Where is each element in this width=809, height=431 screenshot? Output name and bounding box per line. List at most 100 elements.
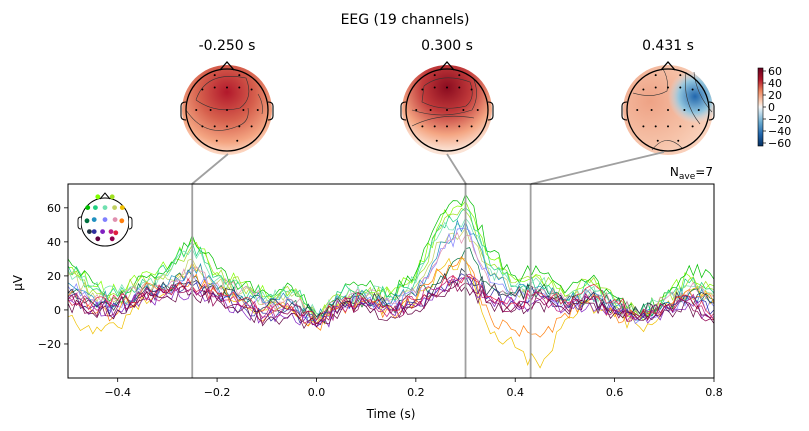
topomap-3: 0.431 s (623, 38, 713, 155)
trace-f7 (68, 193, 714, 321)
legend-sensor-p4 (108, 229, 114, 235)
trace-o2 (68, 279, 714, 326)
sensor-dot (636, 109, 639, 111)
sensor-dot (667, 86, 669, 89)
butterfly-plot: −0.4 −0.2 0.0 0.2 0.4 0.6 0.8 60 40 20 0 −20 Time … (11, 183, 723, 421)
legend-sensor-f8 (119, 205, 125, 211)
sensor-dot (215, 139, 218, 142)
y-axis-label: µV (11, 274, 25, 291)
sensor-dot (236, 139, 239, 142)
legend-left-ear-icon (77, 216, 82, 230)
right-ear-icon (267, 101, 274, 121)
sensor-dot (642, 88, 645, 91)
y-tick-label: 0 (54, 304, 61, 317)
legend-sensor-c3 (91, 217, 97, 223)
sensor-dot (458, 74, 461, 77)
legend-sensor-o2 (109, 236, 115, 242)
topomap-2: 0.300 s (402, 38, 492, 155)
contour-line (411, 79, 477, 116)
sensor-dot (691, 88, 694, 91)
sensor-dot (256, 109, 259, 111)
sensor-dot (654, 86, 657, 89)
legend-sensor-pz (100, 229, 105, 235)
legend-sensor-f3 (93, 205, 98, 211)
sensor-dot (476, 109, 479, 111)
sensor-dot (462, 109, 465, 111)
colorbar-tick-label: −20 (768, 113, 791, 126)
topomap-1: -0.250 s (182, 38, 272, 155)
head-circle (626, 68, 710, 152)
sensor-dot (679, 86, 682, 89)
sensor-dot (433, 86, 436, 89)
sensor-dot (456, 139, 459, 142)
sensor-dot (195, 109, 198, 111)
colorbar-tick-label: 20 (768, 89, 782, 102)
colorbar-tick-label: −40 (768, 125, 791, 138)
legend-sensor-t3 (84, 218, 90, 224)
legend-sensor-p3 (91, 229, 97, 235)
sensor-dot (201, 125, 204, 128)
x-tick-label: 0.8 (705, 386, 723, 399)
y-tick-label: 20 (47, 270, 61, 283)
topomap-time-label: 0.431 s (642, 38, 694, 54)
head-circle (405, 68, 489, 152)
legend-sensor-cz (102, 217, 108, 223)
trace-fz (68, 217, 714, 319)
right-ear-icon (487, 101, 494, 121)
x-tick-label: 0.0 (308, 386, 326, 399)
legend-sensor-f7 (85, 205, 91, 211)
x-tick-label: −0.2 (204, 386, 231, 399)
legend-sensor-o1 (95, 236, 101, 242)
sensor-dot (435, 139, 438, 142)
sensor-dot (458, 86, 461, 89)
head-outline (621, 61, 715, 152)
figure-title: EEG (19 channels) (341, 12, 470, 28)
left-ear-icon (180, 101, 187, 121)
contour-line (632, 68, 668, 96)
legend-sensor-c4 (112, 217, 118, 223)
sensor-dot (667, 125, 669, 128)
contour-line (185, 107, 249, 131)
sensor-dot (433, 74, 436, 77)
sensor-dot (650, 109, 653, 111)
head-circle (185, 68, 269, 152)
sensor-dot (415, 109, 418, 111)
sensor-dot (691, 125, 694, 128)
legend-sensor-fp2 (109, 194, 115, 200)
head-outline (180, 61, 274, 152)
legend-sensor-f4 (112, 205, 117, 211)
contour-line (421, 77, 473, 109)
x-tick-label: 0.6 (606, 386, 624, 399)
x-tick-label: 0.4 (506, 386, 524, 399)
x-axis-label: Time (s) (366, 407, 416, 421)
nave-annotation: Nave=7 (670, 165, 713, 182)
sensor-dot (226, 125, 228, 128)
sensor-dot (238, 74, 241, 77)
sensor-dot (446, 125, 448, 128)
contour-line (195, 76, 250, 111)
sensor-dot (213, 74, 216, 77)
nose-icon (219, 61, 235, 71)
trace-p4 (68, 273, 714, 324)
sensor-dot (677, 139, 680, 142)
nose-icon (660, 61, 676, 71)
legend-right-ear-icon (128, 216, 133, 230)
x-tick-label: −0.4 (104, 386, 131, 399)
sensor-dot (238, 86, 241, 89)
y-tick-label: −20 (38, 338, 61, 351)
sensor-dot (209, 109, 212, 111)
sensor-dot (213, 86, 216, 89)
connector-line-3 (530, 151, 665, 185)
sensor-dot (679, 125, 682, 128)
trace-f4 (68, 227, 714, 319)
left-ear-icon (400, 101, 407, 121)
right-ear-icon (708, 101, 715, 121)
x-tick-label: 0.2 (407, 386, 425, 399)
sensor-dot (429, 109, 432, 111)
sensor-dot (654, 125, 657, 128)
topomap-time-label: 0.300 s (421, 38, 473, 54)
sensor-dot (213, 125, 216, 128)
contour-line (257, 93, 263, 115)
colorbar-tick-label: 0 (768, 101, 775, 114)
